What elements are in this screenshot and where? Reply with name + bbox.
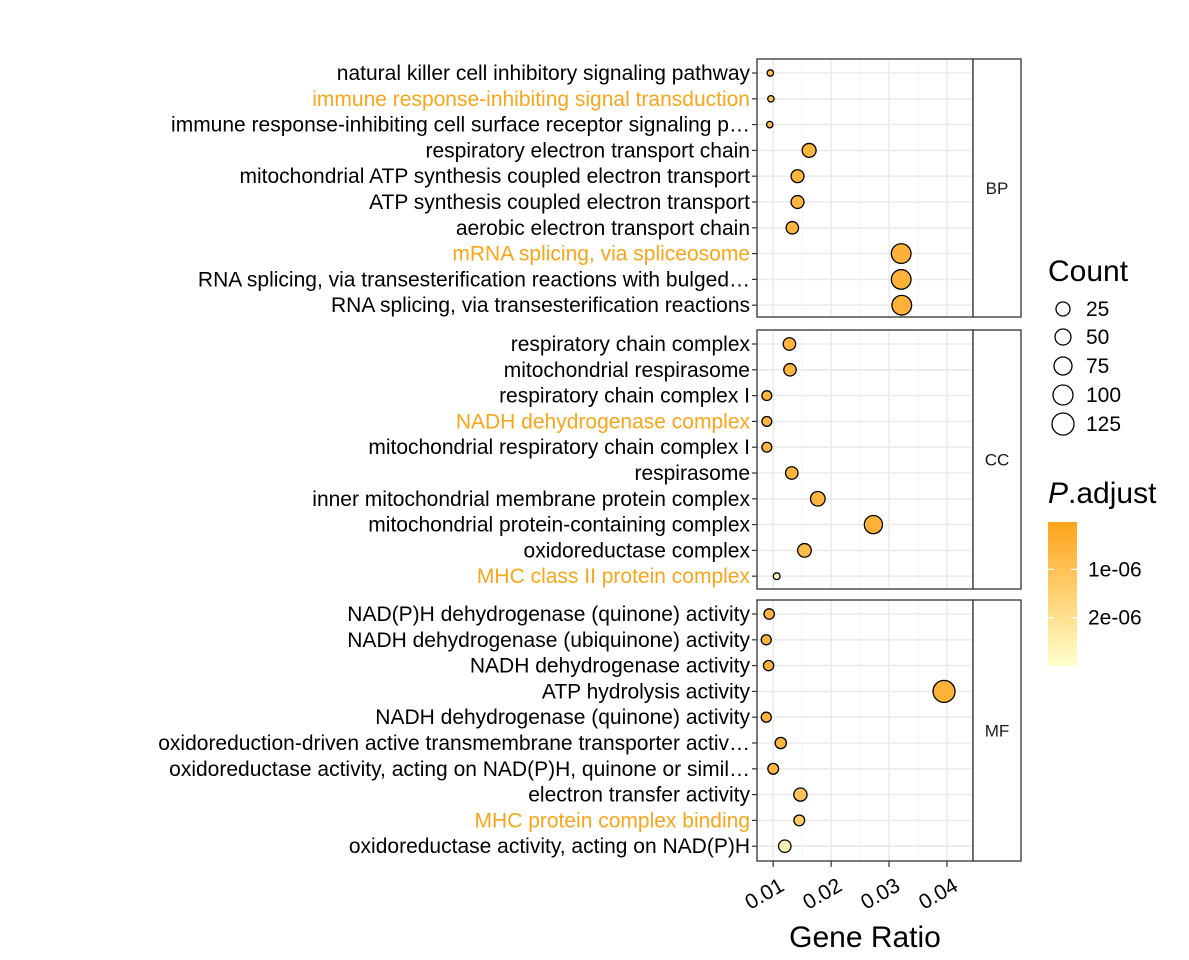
data-point [763,608,776,620]
data-point [760,634,772,646]
y-tick-label: respiratory chain complex I [499,385,750,408]
y-tick-label: inner mitochondrial membrane protein com… [312,488,750,511]
data-point [782,337,797,351]
color-legend-title: P.adjust [1048,477,1157,510]
data-point [932,679,956,704]
x-axis: 0.01 0.02 0.03 0.04 [741,861,962,914]
y-tick-label: oxidoreduction-driven active transmembra… [158,732,750,755]
x-axis-title: Gene Ratio [789,921,941,954]
data-point [891,294,913,316]
y-tick-label: oxidoreductase activity, acting on NAD(P… [349,835,750,858]
size-legend-key [1051,412,1075,436]
y-tick-label: mitochondrial protein-containing complex [368,514,750,537]
facet-bp: natural killer cell inhibitory signaling… [171,58,1022,318]
data-point [863,514,884,535]
y-tick-label: MHC protein complex binding [475,809,750,832]
color-legend-label: 1e-06 [1088,558,1142,581]
x-tick-label: 0.03 [857,874,904,914]
size-legend-key [1053,356,1073,376]
data-point [809,490,826,507]
data-point [772,572,781,581]
data-point [783,362,797,377]
data-point [760,711,772,723]
data-point [777,839,792,854]
color-legend-label: 2e-06 [1088,607,1142,630]
data-point [784,466,799,480]
size-legend-label: 75 [1086,355,1109,378]
color-legend: P.adjust 1e-06 2e-06 [1048,477,1157,666]
facet-mf: NAD(P)H dehydrogenase (quinone) activity… [158,599,1022,862]
data-point [761,441,773,453]
y-tick-label: immune response-inhibiting signal transd… [312,88,750,111]
data-point [767,762,780,775]
x-tick-label: 0.04 [915,874,962,915]
data-point [790,194,805,210]
facet-strip [972,58,1022,318]
y-tick-label: respirasome [634,462,750,485]
color-legend-title-italic: P [1048,477,1068,510]
facet-strip-label: CC [985,451,1010,470]
size-legend-label: 25 [1086,298,1109,321]
data-point [765,120,774,129]
data-point [790,169,805,184]
panel-background [757,600,973,861]
y-tick-label: NADH dehydrogenase activity [470,655,751,678]
y-tick-label: NADH dehydrogenase (quinone) activity [375,706,750,729]
panel-background [757,59,973,317]
y-tick-label: NADH dehydrogenase complex [456,410,751,433]
data-point [890,243,912,265]
data-point [767,94,775,103]
y-tick-label: NAD(P)H dehydrogenase (quinone) activity [347,603,750,626]
data-point [761,415,773,427]
facet-strip-label: MF [985,722,1010,741]
y-tick-label: respiratory electron transport chain [426,139,751,162]
y-tick-label: natural killer cell inhibitory signaling… [337,62,751,85]
data-point [801,142,817,159]
data-point [793,814,806,827]
size-legend-key [1055,301,1071,317]
y-tick-label: mitochondrial respiratory chain complex … [368,436,750,459]
y-tick-label: ATP hydrolysis activity [542,680,751,703]
facet-strip [972,599,1022,862]
size-legend-label: 125 [1086,413,1121,436]
size-legend-label: 100 [1086,384,1121,407]
y-tick-label: mitochondrial ATP synthesis coupled elec… [240,165,751,188]
y-tick-label: aerobic electron transport chain [456,217,750,240]
data-point [793,787,808,802]
y-tick-label: respiratory chain complex [511,333,751,356]
data-point [774,736,788,750]
facet-panels: natural killer cell inhibitory signaling… [158,58,1022,862]
data-point [797,542,812,558]
data-point [785,220,800,235]
y-tick-label: immune response-inhibiting cell surface … [171,114,750,137]
size-legend-key [1052,384,1074,406]
y-tick-label: oxidoreductase complex [524,539,751,562]
y-tick-label: MHC class II protein complex [477,565,751,588]
size-legend-title: Count [1048,255,1129,288]
y-tick-label: RNA splicing, via transesterification re… [198,268,750,291]
data-point [761,390,773,402]
y-tick-label: oxidoreductase activity, acting on NAD(P… [169,758,750,781]
size-legend-label: 50 [1086,326,1109,349]
data-point [766,69,775,77]
data-point [762,659,775,672]
color-legend-title-rest: .adjust [1068,477,1157,510]
facet-strip-label: BP [986,179,1009,198]
y-tick-label: RNA splicing, via transesterification re… [331,294,750,317]
y-tick-label: NADH dehydrogenase (ubiquinone) activity [347,629,750,652]
y-tick-label: mitochondrial respirasome [504,359,750,382]
y-tick-label: ATP synthesis coupled electron transport [369,191,750,214]
size-legend: Count 25 50 75 100 125 [1048,255,1129,436]
x-tick-label: 0.01 [741,874,788,914]
data-point [890,268,912,290]
y-tick-label: mRNA splicing, via spliceosome [452,243,750,266]
facet-cc: respiratory chain complex mitochondrial r… [312,329,1022,590]
y-tick-label: electron transfer activity [528,784,750,807]
size-legend-key [1054,328,1072,346]
facet-strip [972,329,1022,590]
x-tick-label: 0.02 [799,874,846,914]
color-legend-bar [1048,522,1077,666]
